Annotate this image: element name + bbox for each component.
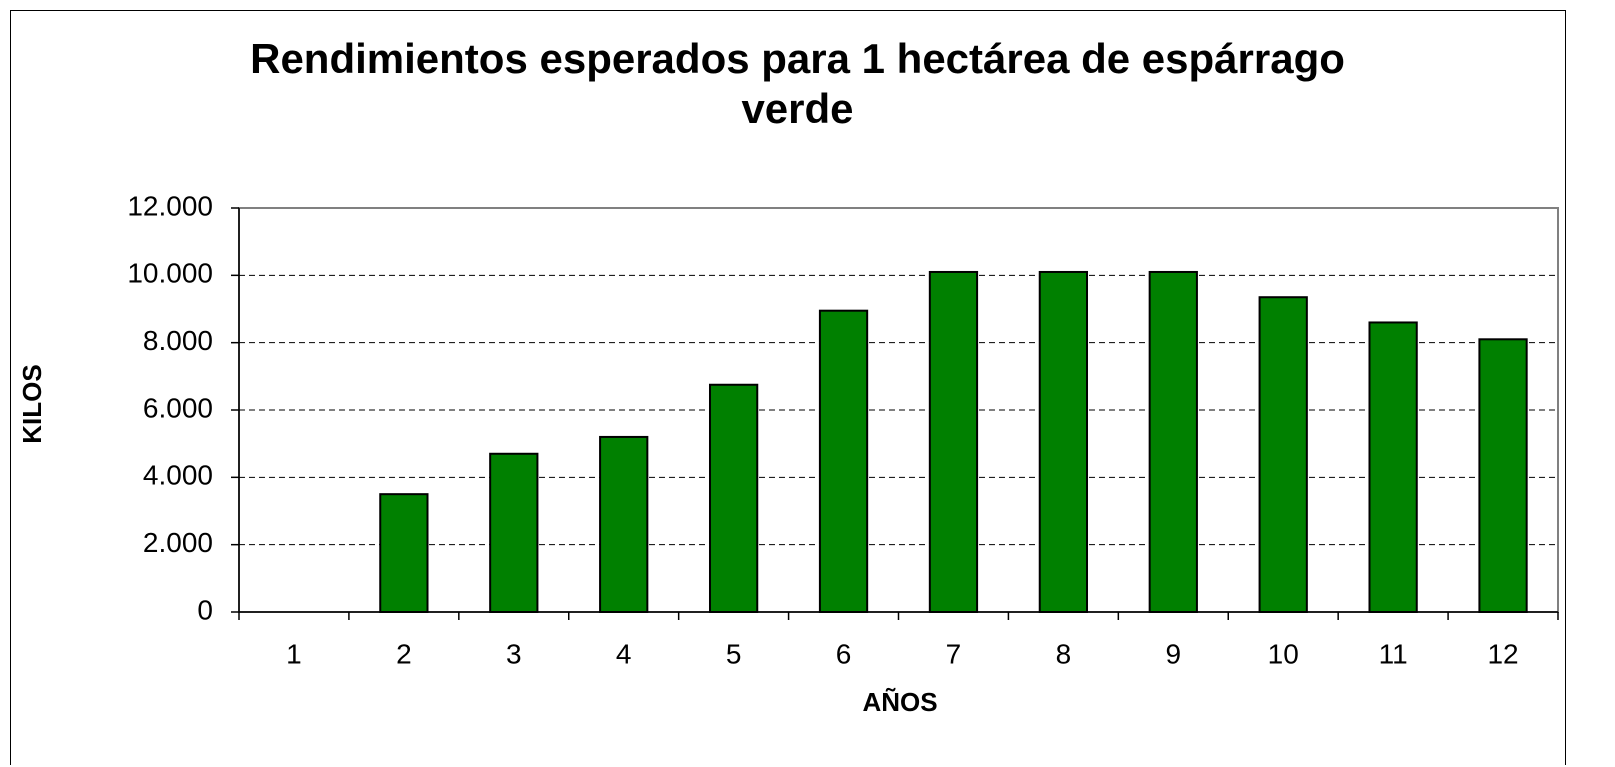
bar [1258,296,1308,613]
y-tick-label: 0 [197,594,213,625]
bar [1368,321,1418,613]
x-tick-label: 5 [726,638,742,669]
bar [1038,270,1089,613]
y-tick-label: 10.000 [127,258,213,289]
x-tick-label: 7 [946,638,962,669]
bar [1478,338,1528,613]
x-tick-label: 1 [286,638,302,669]
x-tick-label: 8 [1056,638,1072,669]
bar [818,309,869,613]
x-tick-label: 9 [1166,638,1182,669]
x-tick-label: 6 [836,638,852,669]
bar [928,270,979,613]
x-tick-label: 10 [1268,638,1299,669]
bar [599,435,649,613]
y-tick-label: 12.000 [127,190,213,221]
bar [1148,270,1198,613]
x-axis-title: AÑOS [862,687,937,717]
bar [708,383,759,613]
bar [489,452,539,613]
y-tick-label: 8.000 [143,325,213,356]
y-axis-title: KILOS [17,364,47,443]
y-tick-label: 4.000 [143,460,213,491]
chart-frame [10,10,1566,765]
y-tick-label: 2.000 [143,527,213,558]
x-tick-label: 12 [1487,638,1518,669]
x-tick-label: 4 [616,638,632,669]
bar [379,493,429,613]
chart-title: Rendimientos esperados para 1 hectárea d… [250,35,1345,132]
x-tick-label: 2 [396,638,412,669]
y-tick-label: 6.000 [143,392,213,423]
x-tick-label: 3 [506,638,522,669]
x-tick-label: 11 [1379,638,1408,669]
